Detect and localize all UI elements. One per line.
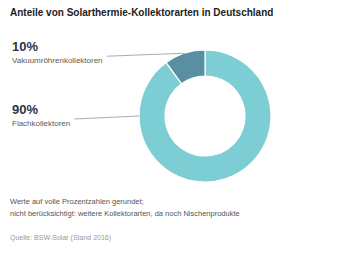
data-label: 10% [12, 39, 38, 54]
data-label: 90% [12, 102, 38, 117]
title: Anteile von Solarthermie-Kollektorarten … [10, 7, 273, 18]
annotation: Werte auf volle Prozentzahlen gerundet; [10, 197, 144, 206]
labels: 90% Flachkollektoren 10% Vakuumröhrenkollek… [12, 39, 185, 128]
chart: Anteile von Solarthermie-Kollektorarten … [0, 0, 350, 254]
leader-line [74, 116, 139, 119]
category-label: Vakuumröhrenkollektoren [12, 56, 103, 65]
leader-line [107, 53, 185, 56]
annotation: Quelle: BSW-Solar (Stand 2016) [10, 234, 111, 242]
slice [139, 50, 271, 182]
category-label: Flachkollektoren [12, 119, 70, 128]
slice [166, 50, 205, 84]
slices [139, 50, 271, 182]
annotation: nicht berücksichtigt: weitere Kollektora… [10, 209, 240, 218]
